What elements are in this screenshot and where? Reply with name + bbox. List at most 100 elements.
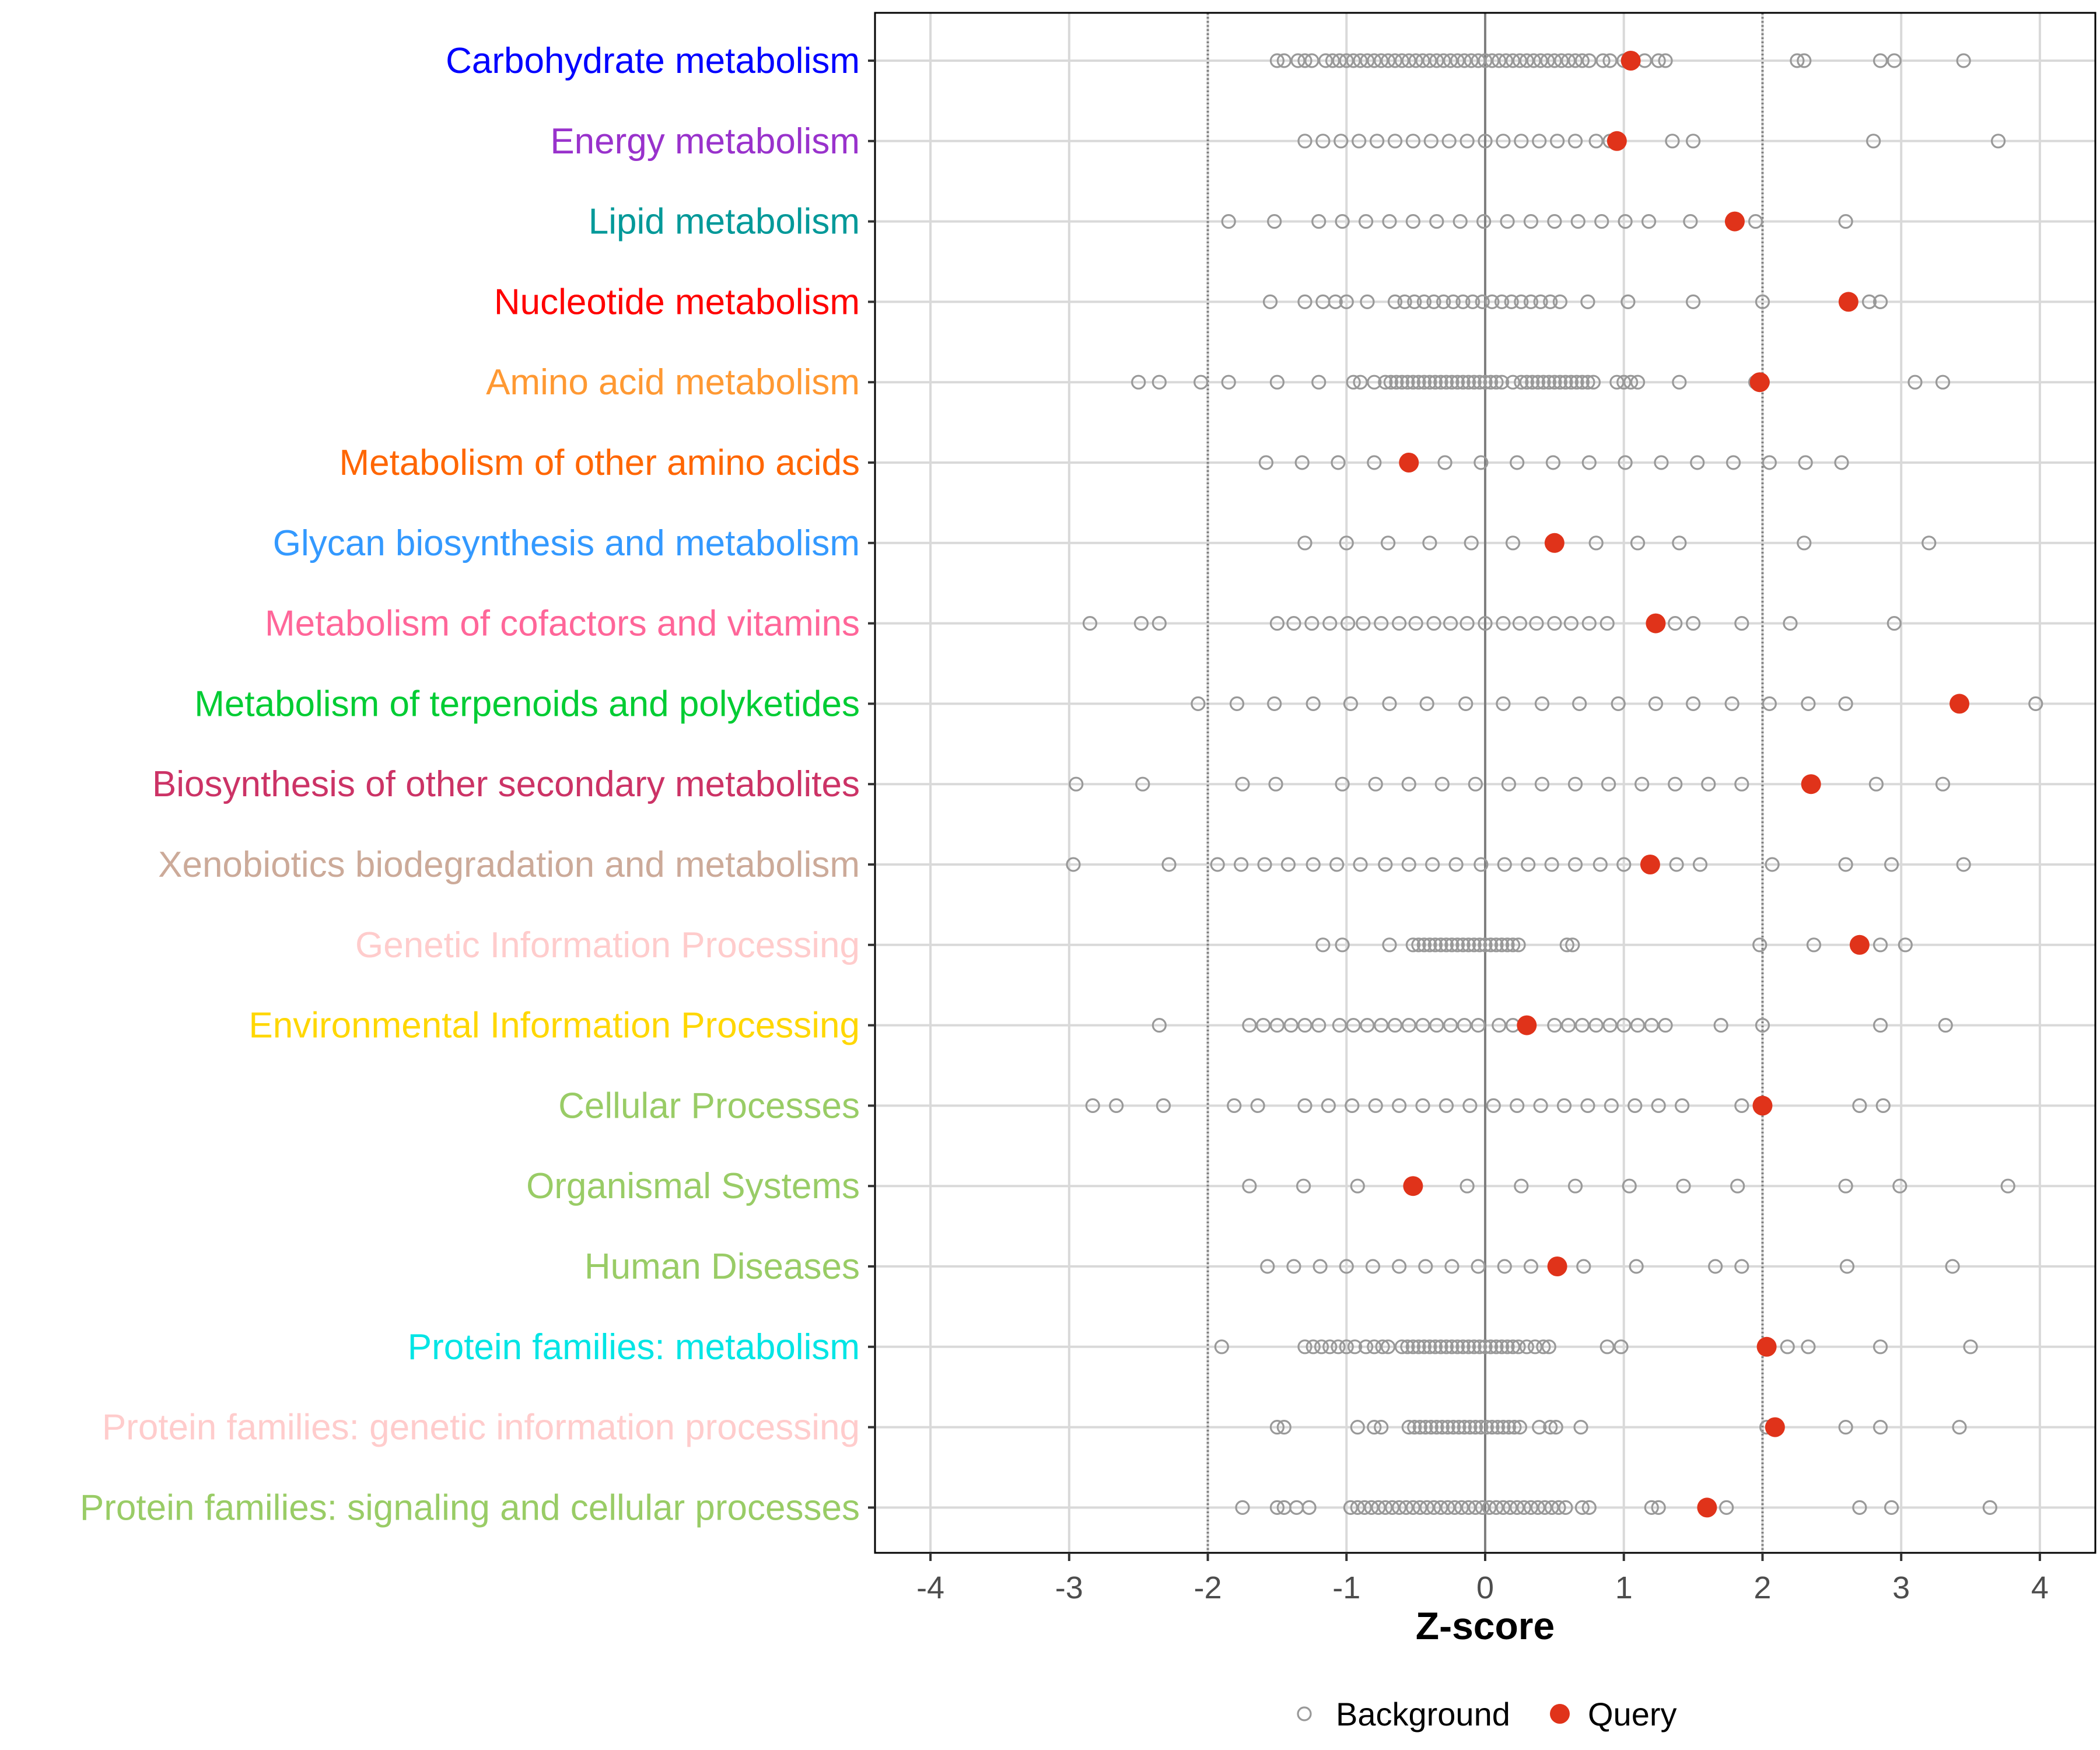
background-point [1563,615,1578,631]
background-point [1765,857,1780,872]
background-point [1429,53,1444,68]
background-point [1523,1259,1539,1274]
category-label: Human Diseases [584,1247,860,1287]
background-point [1838,696,1853,712]
background-point [1335,214,1350,229]
background-point [1501,1420,1517,1435]
background-point [1297,134,1312,149]
background-point [1692,857,1708,872]
background-point [1471,53,1486,68]
background-point [1536,374,1551,390]
background-point [1547,615,1562,631]
background-point [1734,1098,1749,1114]
category-label: Lipid metabolism [589,202,860,242]
background-point [1734,1259,1749,1274]
query-point [1547,1256,1567,1276]
background-point [1360,53,1375,68]
query-point [1697,1497,1717,1518]
legend-query-marker [1550,1704,1570,1724]
category-label: Metabolism of cofactors and vitamins [265,604,860,644]
background-point [1730,1178,1745,1194]
background-point [1532,134,1547,149]
background-point [1221,374,1236,390]
background-point [1485,294,1500,310]
category-label: Metabolism of other amino acids [339,443,860,483]
background-point [1465,294,1480,310]
query-point [1724,211,1745,232]
background-point [1530,374,1545,390]
background-point [1529,615,1544,631]
background-point [1234,857,1249,872]
background-point [1567,1178,1583,1194]
background-point [1734,615,1749,631]
category-row [1214,1336,1978,1357]
background-point [1365,1259,1381,1274]
background-point [1908,374,1923,390]
background-point [1450,374,1465,390]
background-point [1346,53,1361,68]
background-point [1367,455,1382,470]
background-point [1494,937,1510,953]
background-point [1536,1339,1551,1354]
category-label: Xenobiotics biodegradation and metabolis… [158,845,860,885]
background-point [1375,1339,1390,1354]
background-point [1452,214,1468,229]
background-point [1797,536,1812,551]
background-point [1567,53,1583,68]
background-point [1418,1259,1433,1274]
background-point [1152,374,1167,390]
background-point [1461,1339,1476,1354]
background-point [1511,937,1526,953]
background-point [1438,1339,1454,1354]
background-point [1408,615,1423,631]
background-point [1887,615,1902,631]
background-point [1665,134,1680,149]
background-point [1429,1017,1444,1033]
category-row [1260,1256,1960,1276]
background-point [1444,1259,1460,1274]
background-point [1475,294,1490,310]
background-point [1683,214,1698,229]
background-point [1644,1017,1659,1033]
background-point [1574,1500,1590,1515]
background-point [1331,1339,1346,1354]
background-point [1446,294,1461,310]
background-point [1367,1420,1382,1435]
background-point [1256,1017,1271,1033]
query-point [1640,855,1660,874]
background-point [1486,1098,1501,1114]
category-row [1315,935,1913,955]
background-point [1411,1339,1426,1354]
background-point [1724,696,1740,712]
background-point [1454,1500,1469,1515]
background-point [1580,294,1595,310]
background-point [1499,53,1514,68]
query-point [1544,533,1564,553]
background-point [1483,937,1499,953]
background-point [1634,776,1650,792]
background-point [1353,374,1368,390]
background-point [1674,1098,1690,1114]
background-point [1604,1098,1619,1114]
background-point [1884,1500,1899,1515]
query-point [1838,292,1859,312]
background-point [1839,1259,1855,1274]
background-point [1510,455,1525,470]
x-tick-label: -3 [1055,1570,1083,1605]
background-point [1297,1339,1312,1354]
background-point [1511,1339,1526,1354]
background-point [1938,1017,1953,1033]
background-point [1576,1259,1591,1274]
background-point [1438,1098,1454,1114]
background-point [1085,1098,1100,1114]
background-point [1510,1098,1525,1114]
background-point [1394,1339,1409,1354]
background-point [1561,53,1576,68]
background-point [1526,53,1541,68]
background-point [1380,536,1396,551]
background-point [1550,134,1565,149]
background-point [1618,214,1633,229]
background-point [1332,1017,1347,1033]
background-point [1496,615,1511,631]
background-point [1505,53,1521,68]
